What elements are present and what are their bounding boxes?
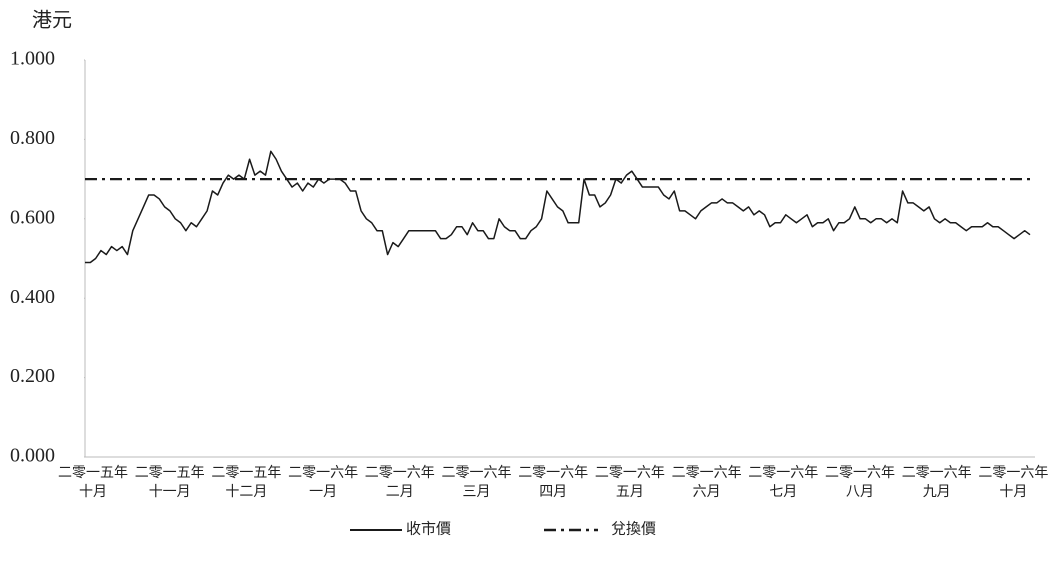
y-axis-title: 港元	[32, 9, 72, 32]
x-tick-label-line: 十月	[79, 484, 107, 500]
x-tick-label-line: 六月	[693, 484, 721, 500]
x-tick-label-line: 二零一六年	[825, 465, 895, 481]
x-tick-label-line: 二零一六年	[672, 465, 742, 481]
x-tick-label-line: 十一月	[149, 484, 191, 500]
x-tick-label-line: 三月	[463, 484, 491, 500]
legend-label: 兌換價	[611, 520, 656, 537]
x-tick-label-line: 二零一五年	[58, 465, 128, 481]
x-tick-label-line: 二零一六年	[595, 465, 665, 481]
x-tick-label-line: 二零一六年	[748, 465, 818, 481]
x-tick-label-line: 十二月	[225, 484, 267, 500]
x-tick-label: 二零一六年九月	[902, 465, 972, 500]
x-tick-label-line: 二零一六年	[442, 465, 512, 481]
x-tick-label: 二零一五年十一月	[135, 465, 205, 500]
y-tick-label: 0.400	[10, 286, 55, 308]
x-tick-label-line: 十月	[999, 484, 1027, 500]
x-tick-label-line: 五月	[616, 484, 644, 500]
x-tick-label: 二零一六年十月	[978, 465, 1048, 500]
x-tick-label-line: 四月	[539, 484, 567, 500]
x-tick-label-line: 二零一六年	[902, 465, 972, 481]
x-tick-label-line: 一月	[309, 484, 337, 500]
x-tick-label: 二零一六年五月	[595, 465, 665, 500]
x-tick-label: 二零一六年二月	[365, 465, 435, 500]
x-tick-label-line: 二零一六年	[365, 465, 435, 481]
x-tick-label-line: 二零一六年	[978, 465, 1048, 481]
y-tick-label: 0.200	[10, 365, 55, 387]
x-tick-label-line: 二零一六年	[288, 465, 358, 481]
x-tick-label: 二零一六年七月	[748, 465, 818, 500]
x-tick-label: 二零一六年一月	[288, 465, 358, 500]
y-tick-label: 0.600	[10, 206, 55, 228]
x-tick-label-line: 二月	[386, 484, 414, 500]
x-tick-label-line: 二零一五年	[211, 465, 281, 481]
x-tick-label: 二零一六年四月	[518, 465, 588, 500]
legend-label: 收市價	[406, 520, 451, 537]
x-tick-label-line: 二零一五年	[135, 465, 205, 481]
x-tick-label: 二零一六年六月	[672, 465, 742, 500]
x-tick-label-line: 九月	[923, 484, 951, 500]
x-tick-label: 二零一六年八月	[825, 465, 895, 500]
x-tick-label: 二零一五年十月	[58, 465, 128, 500]
x-tick-label: 二零一六年三月	[442, 465, 512, 500]
y-tick-label: 0.000	[10, 445, 55, 467]
x-tick-label-line: 七月	[769, 484, 797, 500]
series-line	[85, 150, 1031, 264]
x-tick-label-line: 八月	[846, 484, 874, 500]
y-tick-label: 0.800	[10, 127, 55, 149]
x-tick-label: 二零一五年十二月	[211, 465, 281, 500]
x-tick-label-line: 二零一六年	[518, 465, 588, 481]
y-tick-label: 1.000	[10, 48, 55, 70]
